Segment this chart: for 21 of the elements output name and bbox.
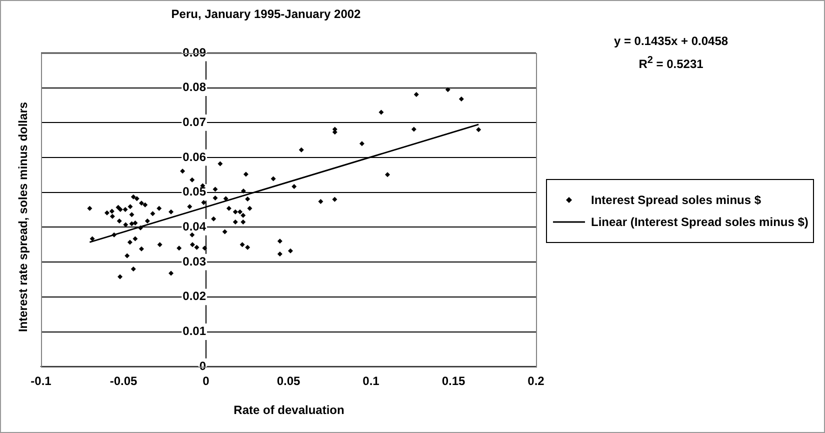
x-axis-title: Rate of devaluation: [232, 403, 346, 417]
y-tick-label: 0.06: [182, 150, 206, 164]
y-tick-label: 0.07: [182, 115, 206, 129]
y-tick-label: 0.02: [182, 289, 206, 304]
y-tick-label: 0.05: [182, 184, 206, 199]
y-tick-label: 0.01: [182, 324, 206, 338]
text: R$^{2}$ = 0.5231: [638, 55, 704, 71]
y-tick-label: 0.03: [182, 254, 206, 268]
x-tick-label: 0.2: [528, 374, 545, 388]
legend-label: Interest Spread soles minus $: [591, 192, 762, 208]
y-tick-label: 0.04: [182, 220, 206, 234]
x-tick-label: -0.05: [110, 374, 138, 388]
chart-title: Peru, January 1995-January 2002: [170, 7, 362, 21]
x-tick-label: -0.1: [30, 374, 52, 388]
y-tick-label: 0.08: [182, 80, 206, 94]
y-axis-title: Interest rate spread, soles minus dollars: [16, 102, 30, 332]
x-tick-label: 0.15: [442, 374, 466, 388]
legend-label: Linear (Interest Spread soles minus $): [591, 214, 808, 230]
text: y = 0.1435x + 0.0458: [614, 34, 728, 48]
x-tick-label: 0.1: [362, 374, 380, 388]
x-tick-label: 0.05: [276, 374, 300, 388]
